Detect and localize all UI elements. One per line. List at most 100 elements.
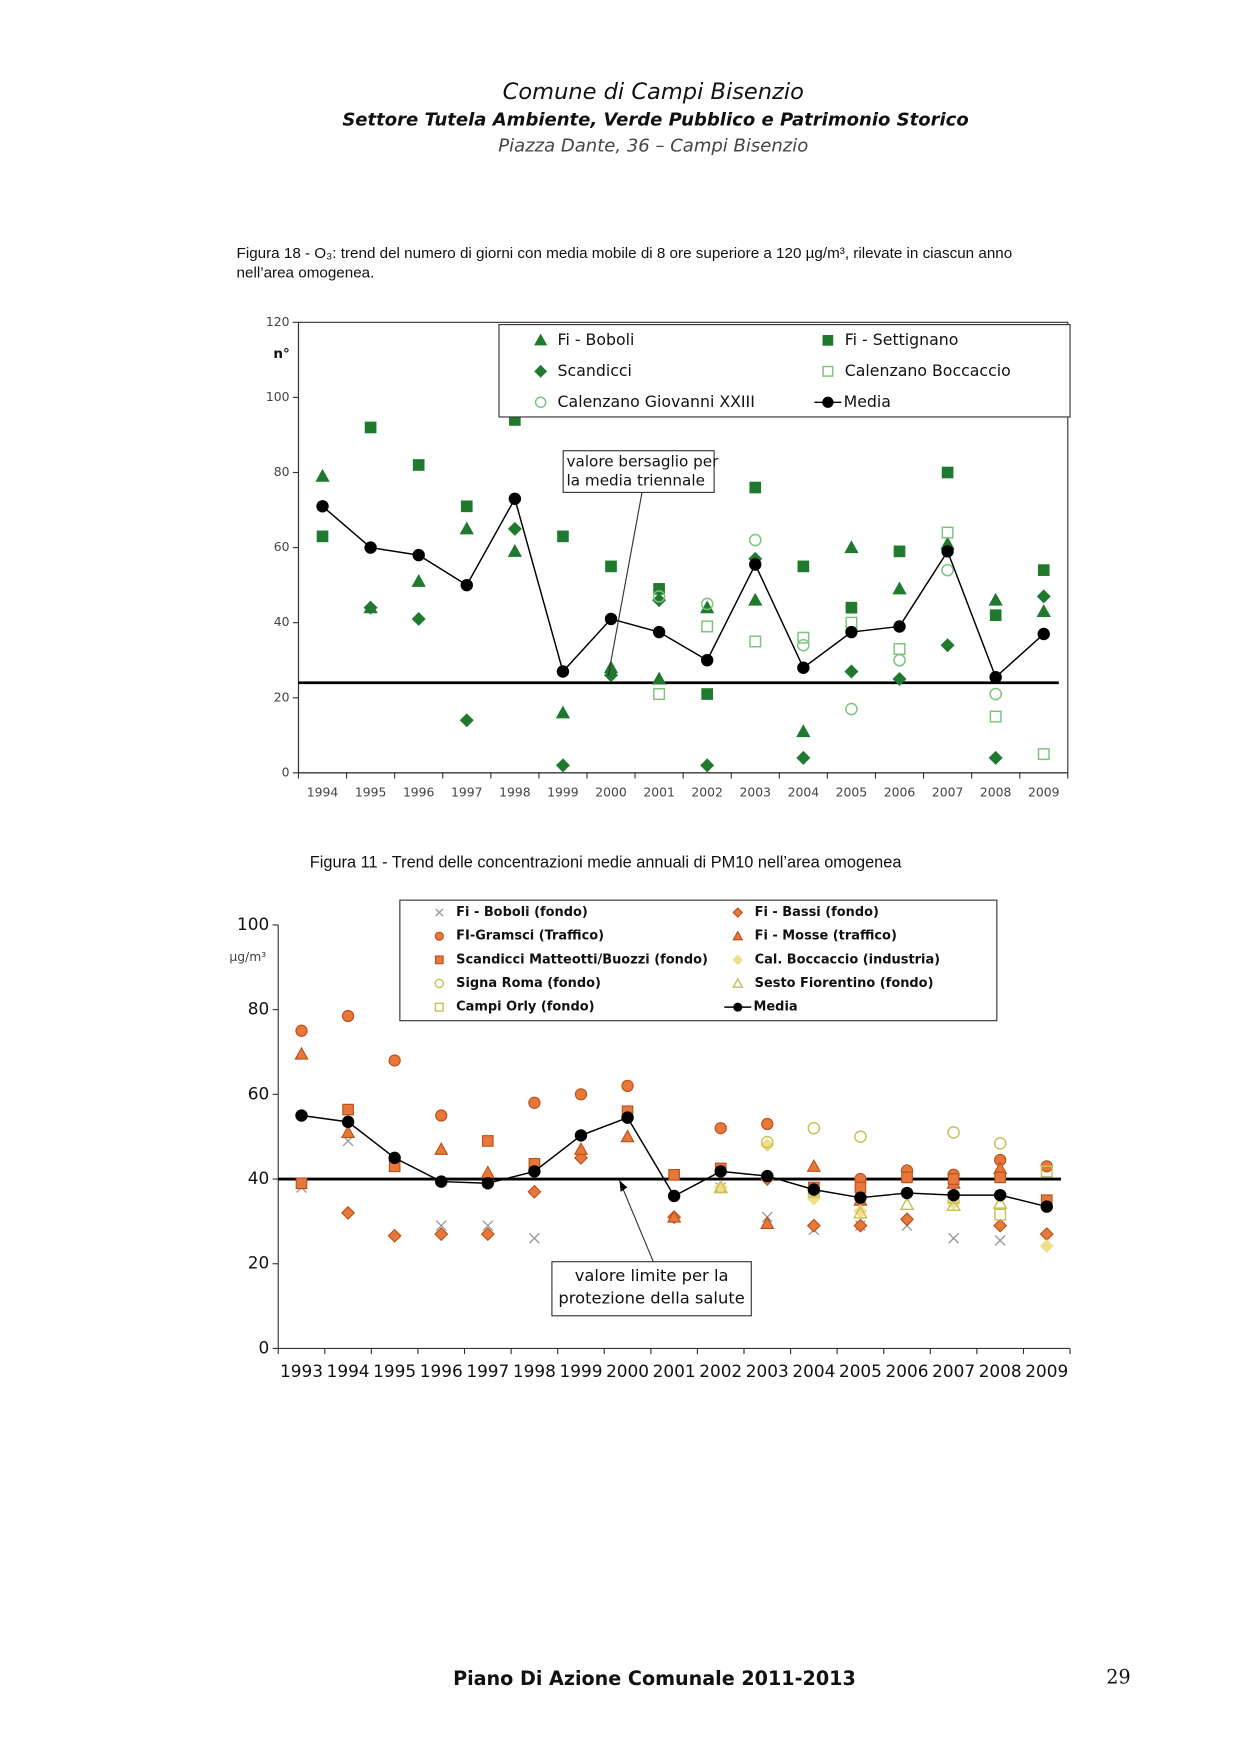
marker bbox=[797, 631, 810, 644]
x-tick-label: 2008 bbox=[979, 1361, 1022, 1381]
marker bbox=[989, 710, 1002, 723]
x-tick-label: 2008 bbox=[980, 785, 1012, 800]
legend-label: Sesto Fiorentino (fondo) bbox=[755, 976, 934, 991]
marker bbox=[761, 1169, 774, 1183]
marker bbox=[605, 560, 617, 573]
y-tick-label: 0 bbox=[282, 764, 290, 779]
marker bbox=[364, 541, 377, 554]
mean-line bbox=[322, 496, 1045, 679]
marker bbox=[574, 1129, 588, 1142]
x-tick-label: 2002 bbox=[691, 785, 723, 800]
marker bbox=[700, 654, 714, 667]
marker bbox=[534, 396, 547, 409]
annotation-text: la media triennale bbox=[567, 472, 705, 490]
marker bbox=[1036, 589, 1051, 604]
marker bbox=[732, 954, 744, 966]
marker bbox=[993, 1188, 1007, 1202]
marker bbox=[1037, 564, 1050, 576]
marker bbox=[748, 592, 763, 606]
y-tick-label: 80 bbox=[248, 999, 269, 1019]
marker bbox=[604, 612, 618, 626]
y-axis-label: n° bbox=[273, 346, 289, 362]
marker bbox=[761, 1117, 774, 1131]
legend-label: Media bbox=[754, 1000, 798, 1015]
marker bbox=[844, 664, 859, 679]
marker bbox=[845, 702, 858, 716]
x-tick-label: 1997 bbox=[451, 785, 482, 800]
legend-label: Calenzano Giovanni XXIII bbox=[558, 392, 755, 411]
marker bbox=[573, 1142, 589, 1155]
y-tick-label: 120 bbox=[266, 314, 290, 329]
x-tick-label: 1995 bbox=[355, 785, 387, 800]
x-tick-label: 1995 bbox=[373, 1361, 416, 1381]
marker bbox=[294, 1046, 309, 1060]
marker bbox=[557, 530, 569, 543]
marker bbox=[700, 597, 714, 611]
marker bbox=[340, 1125, 356, 1138]
marker bbox=[364, 421, 377, 434]
marker bbox=[732, 977, 744, 988]
caption-box: Figura 11 - Trend delle concentrazioni m… bbox=[309, 853, 902, 872]
marker bbox=[797, 661, 810, 674]
x-tick-label: 1999 bbox=[547, 785, 579, 800]
marker bbox=[796, 724, 811, 738]
marker bbox=[1039, 1238, 1054, 1253]
marker bbox=[555, 758, 570, 773]
legend-label: Scandicci Matteotti/Buozzi (fondo) bbox=[456, 952, 708, 967]
marker bbox=[574, 1088, 588, 1101]
marker bbox=[460, 500, 473, 513]
marker bbox=[341, 1205, 356, 1220]
annotation-text: valore limite per la bbox=[575, 1266, 729, 1285]
marker bbox=[434, 1227, 449, 1242]
marker bbox=[807, 1121, 821, 1135]
marker bbox=[822, 335, 834, 346]
x-tick-label: 2007 bbox=[932, 785, 964, 800]
marker bbox=[713, 1180, 728, 1195]
marker bbox=[993, 1137, 1007, 1150]
marker bbox=[893, 642, 906, 655]
header-address: Piazza Dante, 36 – Campi Bisenzio bbox=[498, 136, 808, 157]
y-tick-label: 60 bbox=[274, 539, 290, 554]
marker bbox=[604, 668, 619, 683]
marker bbox=[988, 750, 1003, 765]
marker bbox=[822, 396, 834, 408]
marker bbox=[900, 1186, 914, 1200]
marker bbox=[992, 1195, 1008, 1209]
x-tick-label: 1996 bbox=[420, 1361, 463, 1381]
marker bbox=[900, 1212, 915, 1227]
y-tick-label: 40 bbox=[248, 1168, 269, 1188]
legend-label: Fi - Boboli bbox=[558, 330, 635, 349]
legend-box bbox=[399, 899, 998, 1022]
marker bbox=[822, 365, 834, 377]
marker bbox=[733, 1002, 743, 1012]
marker bbox=[1040, 1200, 1053, 1213]
marker bbox=[435, 1220, 447, 1232]
marker bbox=[845, 601, 858, 614]
marker bbox=[652, 593, 667, 608]
y-tick-label: 0 bbox=[258, 1337, 269, 1357]
marker bbox=[434, 1002, 444, 1012]
marker bbox=[893, 653, 906, 667]
marker bbox=[854, 1130, 867, 1143]
marker bbox=[732, 907, 744, 918]
x-tick-label: 2004 bbox=[788, 785, 820, 800]
marker bbox=[760, 1138, 775, 1153]
marker bbox=[435, 1175, 448, 1188]
x-tick-label: 2007 bbox=[932, 1361, 975, 1381]
x-tick-label: 1994 bbox=[307, 785, 339, 800]
legend-label: Signa Roma (fondo) bbox=[456, 976, 601, 991]
marker bbox=[341, 1115, 355, 1129]
y-tick-label: 20 bbox=[274, 689, 290, 704]
marker bbox=[853, 1218, 868, 1233]
marker bbox=[482, 1220, 494, 1232]
marker bbox=[941, 526, 954, 539]
marker bbox=[534, 333, 548, 346]
marker bbox=[295, 1109, 308, 1122]
figure-caption: Figura 11 - Trend delle concentrazioni m… bbox=[309, 853, 902, 872]
marker bbox=[620, 1129, 635, 1143]
marker bbox=[994, 1208, 1007, 1221]
annotation-text: valore bersaglio per bbox=[567, 452, 720, 470]
marker bbox=[948, 1232, 960, 1244]
annotation-box bbox=[562, 450, 715, 493]
marker bbox=[892, 672, 907, 687]
